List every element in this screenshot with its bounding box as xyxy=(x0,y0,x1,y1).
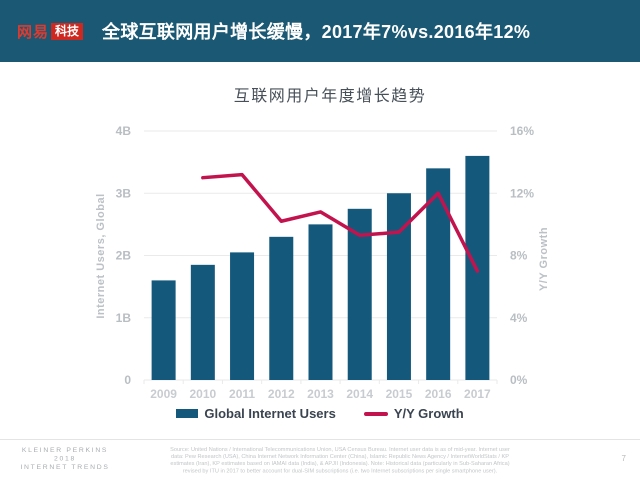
page-title: 全球互联网用户增长缓慢，2017年7%vs.2016年12% xyxy=(102,22,531,42)
source-note: Source: United Nations / International T… xyxy=(170,446,510,475)
bar-2012 xyxy=(269,236,294,380)
netease-logo-text: 网易 xyxy=(17,23,50,41)
bar-2015 xyxy=(386,193,411,380)
x-axis-labels: 2009 2010 2011 2012 2013 2014 2015 2016 2017 xyxy=(150,387,491,401)
kleiner-perkins-brand: KLEINER PERKINS 2018 INTERNET TRENDS xyxy=(20,446,109,472)
footer-divider xyxy=(0,439,640,440)
brand-line: 2018 xyxy=(54,454,76,463)
legend-item-line: Y/Y Growth xyxy=(363,406,464,421)
bar-2013 xyxy=(308,224,333,380)
bar-2009 xyxy=(151,280,176,380)
left-axis-title: Internet Users, Global xyxy=(95,193,107,318)
left-tick-label: 1B xyxy=(116,311,132,325)
line-swatch-icon xyxy=(363,411,388,416)
tech-badge: 科技 xyxy=(51,22,84,40)
legend-bar-label: Global Internet Users xyxy=(204,406,336,421)
left-tick-label: 3B xyxy=(116,186,132,200)
left-tick-label: 2B xyxy=(116,249,132,263)
year-label: 2015 xyxy=(386,387,413,401)
legend-item-bar: Global Internet Users xyxy=(176,406,336,421)
legend: Global Internet Users Y/Y Growth xyxy=(0,406,640,421)
right-tick-label: 16% xyxy=(510,124,534,138)
brand-line: KLEINER PERKINS xyxy=(21,446,109,454)
source-line: Source: United Nations / International T… xyxy=(170,446,510,453)
page-number: 7 xyxy=(621,454,626,463)
left-tick-label: 0 xyxy=(124,373,131,387)
year-label: 2012 xyxy=(268,387,295,401)
year-label: 2016 xyxy=(425,387,452,401)
brand-line: INTERNET TRENDS xyxy=(20,463,110,471)
year-label: 2017 xyxy=(464,387,491,401)
right-tick-label: 12% xyxy=(510,186,534,200)
bar-2011 xyxy=(230,252,255,380)
right-tick-label: 4% xyxy=(510,311,528,325)
bar-2014 xyxy=(347,208,372,380)
year-label: 2011 xyxy=(229,387,255,401)
right-axis-title: Y/Y Growth xyxy=(538,227,550,291)
bar-series xyxy=(151,155,490,380)
right-tick-label: 8% xyxy=(510,249,528,263)
header-bar: 网易 科技 全球互联网用户增长缓慢，2017年7%vs.2016年12% xyxy=(0,0,640,62)
right-axis-ticks: 0% 4% 8% 12% 16% xyxy=(510,124,534,387)
source-line: estimates (Iran), KP estimates based on … xyxy=(170,461,510,467)
source-line: revised by ITU in 2017 to better account… xyxy=(182,468,498,474)
source-line: data: Pew Research (USA), China Internet… xyxy=(171,454,509,460)
year-label: 2014 xyxy=(346,387,373,401)
bar-swatch-icon xyxy=(176,409,199,418)
legend-line-label: Y/Y Growth xyxy=(393,406,464,421)
left-tick-label: 4B xyxy=(116,124,132,138)
left-axis-ticks: 0 1B 2B 3B 4B xyxy=(116,124,132,387)
right-tick-label: 0% xyxy=(510,373,528,387)
netease-tech-logo: 网易 科技 xyxy=(17,21,84,42)
year-label: 2013 xyxy=(307,387,334,401)
year-label: 2010 xyxy=(189,387,216,401)
chart-title: 互联网用户年度增长趋势 xyxy=(233,88,427,105)
bar-2010 xyxy=(190,264,215,380)
yoy-growth-line xyxy=(201,172,480,273)
year-label: 2009 xyxy=(150,387,177,401)
